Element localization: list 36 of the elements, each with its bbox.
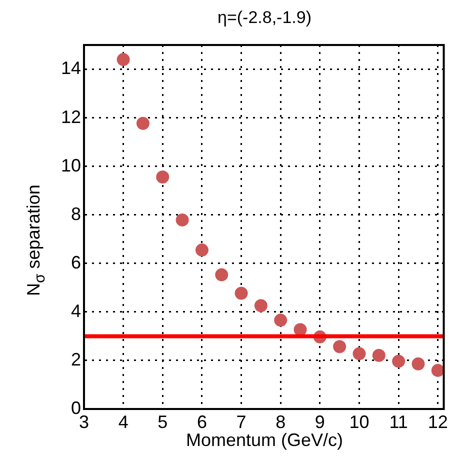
point — [431, 364, 444, 377]
y-tick-label: 6 — [70, 252, 81, 272]
y-tick-label: 12 — [60, 106, 81, 127]
x-tick-label: 3 — [78, 412, 90, 432]
point — [195, 244, 208, 257]
point — [254, 299, 268, 312]
point — [176, 213, 189, 226]
x-tick-label: 12 — [428, 412, 448, 432]
x-tick-label: 5 — [158, 412, 168, 432]
y-tick-label: 2 — [70, 349, 81, 370]
point — [294, 323, 307, 336]
x-tick-label: 6 — [196, 412, 207, 432]
x-axis-title: Momentum (GeV/c) — [184, 430, 344, 450]
point — [333, 340, 346, 354]
y-tick-label: 10 — [60, 155, 81, 176]
x-tick-label: 10 — [349, 412, 370, 432]
point — [412, 357, 425, 370]
chart-title: η=(-2.8,-1.9) — [216, 8, 312, 28]
point — [116, 53, 130, 66]
x-tick-label: 7 — [236, 412, 246, 432]
y-tick-label: 4 — [70, 300, 81, 321]
y-tick-label: 0 — [70, 398, 81, 418]
point — [215, 268, 228, 282]
y-tick-label: 8 — [70, 204, 81, 224]
point — [372, 348, 386, 362]
point — [274, 314, 288, 327]
x-tick-label: 8 — [276, 412, 286, 432]
point — [156, 170, 170, 184]
point — [392, 354, 406, 368]
point — [136, 116, 150, 130]
x-tick-label: 9 — [314, 412, 325, 432]
x-tick-label: 11 — [389, 412, 408, 432]
x-tick-label: 4 — [118, 412, 128, 432]
y-tick-label: 14 — [60, 58, 81, 78]
point — [352, 347, 366, 360]
point — [234, 286, 248, 300]
